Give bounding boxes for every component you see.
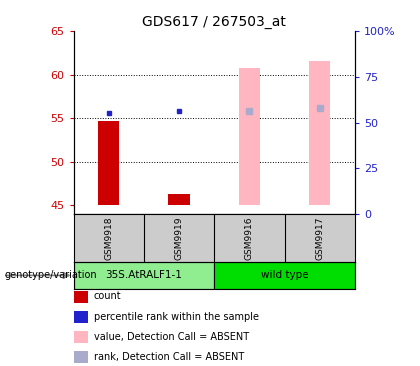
Bar: [239, 68, 260, 205]
Text: genotype/variation: genotype/variation: [4, 270, 97, 280]
Text: percentile rank within the sample: percentile rank within the sample: [94, 311, 259, 322]
Text: GSM9916: GSM9916: [245, 216, 254, 259]
Text: wild type: wild type: [261, 270, 308, 280]
Bar: [309, 61, 330, 205]
Text: count: count: [94, 291, 121, 302]
Text: GSM9917: GSM9917: [315, 216, 324, 259]
Text: value, Detection Call = ABSENT: value, Detection Call = ABSENT: [94, 332, 249, 342]
Bar: [168, 194, 189, 205]
Bar: [74, 262, 214, 289]
Bar: [98, 121, 119, 205]
Text: GSM9918: GSM9918: [104, 216, 113, 259]
Text: rank, Detection Call = ABSENT: rank, Detection Call = ABSENT: [94, 352, 244, 362]
Title: GDS617 / 267503_at: GDS617 / 267503_at: [142, 15, 286, 29]
Text: 35S.AtRALF1-1: 35S.AtRALF1-1: [105, 270, 182, 280]
Bar: [214, 262, 355, 289]
Text: GSM9919: GSM9919: [175, 216, 184, 259]
